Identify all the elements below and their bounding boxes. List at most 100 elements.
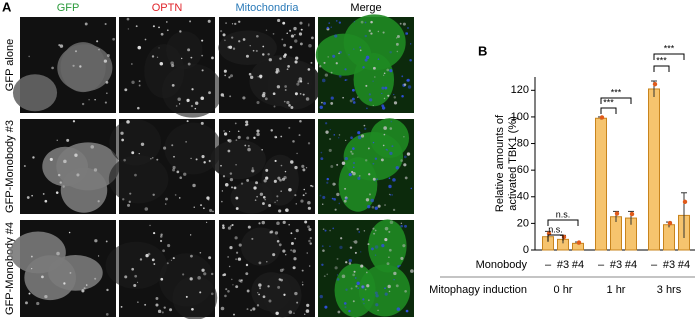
speckle	[128, 200, 131, 203]
speckle	[94, 239, 98, 243]
speckle	[406, 78, 410, 82]
x-tick-label: #4	[678, 259, 690, 271]
speckle	[203, 161, 206, 164]
speckle	[235, 196, 239, 200]
speckle	[284, 85, 287, 88]
speckle	[206, 196, 210, 200]
speckle	[388, 290, 391, 293]
speckle	[245, 120, 249, 124]
speckle	[350, 150, 353, 153]
speckle	[258, 261, 262, 265]
speckle	[344, 68, 347, 71]
speckle	[360, 134, 365, 138]
speckle	[320, 157, 324, 161]
speckle	[289, 45, 293, 49]
speckle	[262, 195, 266, 199]
speckle	[305, 309, 310, 313]
speckle	[229, 95, 232, 98]
speckle	[274, 159, 277, 163]
speckle	[410, 187, 413, 190]
speckle	[160, 277, 164, 281]
speckle	[288, 126, 291, 129]
speckle	[257, 292, 259, 294]
speckle	[282, 249, 286, 253]
speckle	[279, 268, 284, 273]
speckle	[156, 56, 159, 58]
y-tick-label: 60	[517, 164, 529, 176]
speckle	[106, 288, 109, 292]
speckle	[258, 283, 262, 287]
speckle	[366, 271, 368, 274]
speckle	[397, 265, 400, 268]
speckle	[170, 61, 174, 66]
speckle	[230, 74, 234, 78]
speckle	[284, 89, 287, 91]
speckle	[393, 278, 395, 281]
speckle	[311, 185, 314, 188]
speckle	[383, 72, 386, 75]
speckle	[370, 198, 374, 203]
speckle	[296, 152, 298, 155]
speckle	[358, 231, 360, 233]
speckle	[357, 287, 359, 289]
speckle	[234, 22, 237, 26]
speckle	[348, 258, 352, 263]
bracket	[653, 53, 685, 60]
speckle	[200, 121, 204, 125]
speckle	[267, 285, 270, 288]
speckle	[210, 272, 214, 276]
speckle	[374, 157, 378, 160]
speckle	[272, 253, 276, 257]
speckle	[372, 104, 374, 107]
speckle	[275, 311, 279, 316]
speckle	[337, 310, 341, 314]
speckle	[338, 21, 341, 24]
speckle	[321, 78, 326, 83]
speckle	[377, 204, 381, 208]
speckle	[44, 294, 48, 299]
speckle	[105, 312, 109, 316]
speckle	[393, 101, 398, 105]
speckle	[234, 236, 238, 240]
speckle	[307, 68, 311, 71]
speckle	[357, 131, 361, 135]
speckle	[275, 70, 279, 74]
speckle	[363, 302, 365, 305]
speckle	[193, 206, 195, 208]
data-point	[629, 211, 635, 217]
speckle	[298, 134, 301, 137]
speckle	[388, 230, 391, 233]
speckle	[304, 220, 308, 224]
speckle	[131, 151, 135, 155]
speckle	[377, 309, 379, 312]
speckle	[246, 123, 249, 126]
speckle	[348, 172, 352, 177]
speckle	[231, 36, 234, 39]
speckle	[335, 62, 338, 65]
speckle	[69, 271, 72, 274]
speckle	[288, 104, 291, 107]
speckle	[131, 80, 135, 84]
speckle	[247, 225, 251, 229]
x-tick-label: #4	[572, 259, 584, 271]
speckle	[330, 71, 333, 74]
speckle	[327, 56, 329, 58]
speckle	[276, 85, 281, 89]
speckle	[150, 158, 152, 160]
speckle	[126, 120, 130, 124]
speckle	[158, 47, 160, 49]
speckle	[63, 282, 66, 285]
speckle	[274, 201, 276, 204]
speckle	[326, 273, 329, 276]
speckle	[301, 283, 304, 286]
speckle	[223, 132, 228, 136]
cell	[48, 255, 103, 291]
speckle	[256, 132, 260, 137]
speckle	[322, 203, 324, 205]
speckle	[324, 73, 328, 77]
speckle	[231, 23, 234, 25]
speckle	[369, 98, 373, 102]
speckle	[158, 26, 160, 29]
speckle	[403, 155, 407, 159]
speckle	[234, 122, 237, 125]
